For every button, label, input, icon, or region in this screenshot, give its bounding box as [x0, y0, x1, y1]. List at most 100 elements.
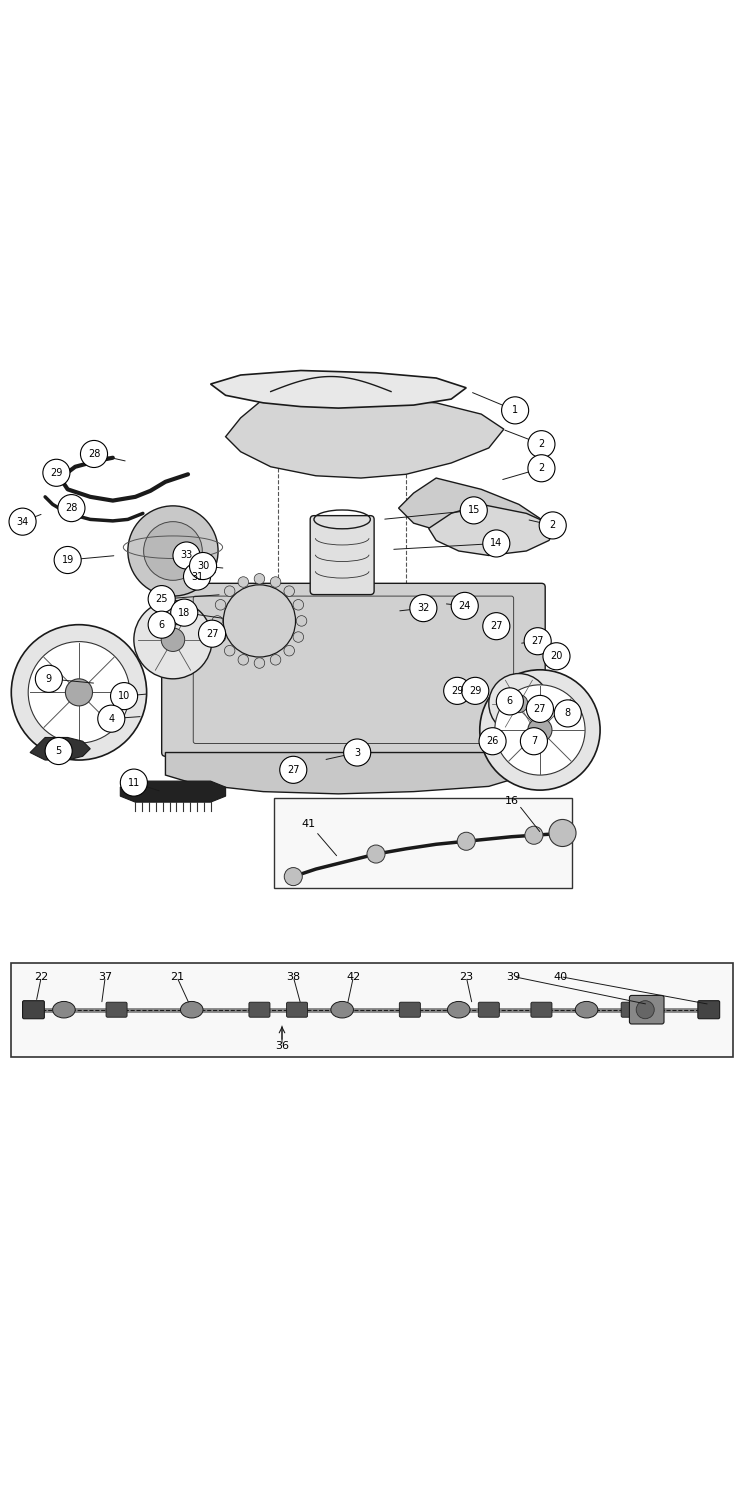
- Text: 39: 39: [507, 971, 520, 982]
- Text: 5: 5: [56, 746, 62, 755]
- Circle shape: [483, 530, 510, 557]
- Circle shape: [444, 678, 471, 705]
- Text: 42: 42: [347, 971, 360, 982]
- Circle shape: [9, 508, 36, 535]
- Circle shape: [457, 833, 475, 851]
- Text: 23: 23: [459, 971, 473, 982]
- FancyBboxPatch shape: [698, 1001, 720, 1019]
- Text: 4: 4: [108, 714, 114, 724]
- Text: 38: 38: [287, 971, 300, 982]
- Circle shape: [528, 454, 555, 481]
- FancyBboxPatch shape: [311, 516, 374, 595]
- Circle shape: [543, 642, 570, 670]
- Text: 29: 29: [451, 685, 463, 696]
- Text: 37: 37: [99, 971, 112, 982]
- Text: 27: 27: [534, 703, 546, 714]
- FancyBboxPatch shape: [162, 583, 545, 757]
- Circle shape: [173, 542, 200, 569]
- FancyBboxPatch shape: [106, 1003, 127, 1018]
- Circle shape: [539, 513, 566, 539]
- Circle shape: [35, 666, 62, 693]
- Circle shape: [284, 586, 295, 596]
- Circle shape: [528, 718, 552, 742]
- Circle shape: [171, 599, 198, 626]
- Circle shape: [254, 574, 265, 584]
- Circle shape: [293, 599, 304, 609]
- Circle shape: [284, 645, 295, 656]
- Polygon shape: [429, 504, 556, 556]
- Text: 28: 28: [65, 504, 77, 513]
- Text: 30: 30: [197, 562, 209, 571]
- Circle shape: [43, 459, 70, 486]
- FancyBboxPatch shape: [249, 1003, 270, 1018]
- Circle shape: [510, 694, 528, 712]
- Circle shape: [524, 627, 551, 654]
- Circle shape: [410, 595, 437, 621]
- Circle shape: [224, 645, 235, 656]
- Text: 31: 31: [191, 572, 203, 581]
- Circle shape: [296, 615, 307, 626]
- Circle shape: [293, 632, 304, 642]
- Circle shape: [148, 586, 175, 612]
- Circle shape: [212, 615, 223, 626]
- Circle shape: [462, 678, 489, 705]
- Circle shape: [636, 1001, 654, 1019]
- Text: 28: 28: [88, 448, 100, 459]
- Circle shape: [148, 611, 175, 638]
- Circle shape: [280, 757, 307, 784]
- Text: 2: 2: [538, 463, 544, 474]
- Circle shape: [45, 738, 72, 764]
- FancyBboxPatch shape: [629, 995, 664, 1024]
- Text: 14: 14: [490, 538, 502, 548]
- Text: 1: 1: [512, 405, 518, 416]
- FancyBboxPatch shape: [478, 1003, 499, 1018]
- Text: 36: 36: [275, 1042, 289, 1050]
- Circle shape: [161, 627, 185, 651]
- Text: 34: 34: [17, 517, 29, 526]
- Polygon shape: [211, 371, 466, 408]
- Circle shape: [65, 679, 92, 706]
- Text: 3: 3: [354, 748, 360, 757]
- Text: 32: 32: [417, 603, 429, 614]
- Circle shape: [549, 820, 576, 846]
- Bar: [274, 797, 572, 888]
- Circle shape: [525, 827, 543, 845]
- Circle shape: [98, 705, 125, 732]
- Bar: [11, 963, 733, 1056]
- Circle shape: [502, 396, 529, 423]
- Text: 19: 19: [62, 554, 74, 565]
- Text: 8: 8: [565, 708, 571, 718]
- Polygon shape: [226, 395, 504, 478]
- Circle shape: [223, 584, 296, 657]
- FancyBboxPatch shape: [287, 1003, 308, 1018]
- FancyBboxPatch shape: [23, 1001, 44, 1019]
- Circle shape: [270, 577, 280, 587]
- Circle shape: [480, 670, 600, 790]
- Text: 6: 6: [507, 696, 513, 706]
- Text: 11: 11: [128, 778, 140, 788]
- Text: 27: 27: [287, 764, 299, 775]
- Circle shape: [479, 727, 506, 755]
- Text: 6: 6: [159, 620, 165, 630]
- Text: 29: 29: [469, 685, 481, 696]
- Circle shape: [520, 727, 547, 755]
- Text: 26: 26: [487, 736, 499, 746]
- Circle shape: [495, 685, 585, 775]
- Text: 16: 16: [505, 796, 518, 806]
- Text: 21: 21: [170, 971, 183, 982]
- Text: 2: 2: [550, 520, 556, 530]
- Ellipse shape: [447, 1001, 470, 1018]
- Text: 25: 25: [156, 595, 168, 603]
- Text: 15: 15: [468, 505, 480, 516]
- Circle shape: [238, 654, 249, 665]
- Ellipse shape: [53, 1001, 75, 1018]
- Polygon shape: [30, 738, 90, 760]
- Polygon shape: [120, 781, 226, 802]
- Text: 18: 18: [178, 608, 190, 618]
- Circle shape: [54, 547, 81, 574]
- Circle shape: [128, 507, 218, 596]
- Circle shape: [254, 657, 265, 669]
- Text: 2: 2: [538, 440, 544, 448]
- Circle shape: [526, 696, 553, 723]
- Circle shape: [554, 700, 581, 727]
